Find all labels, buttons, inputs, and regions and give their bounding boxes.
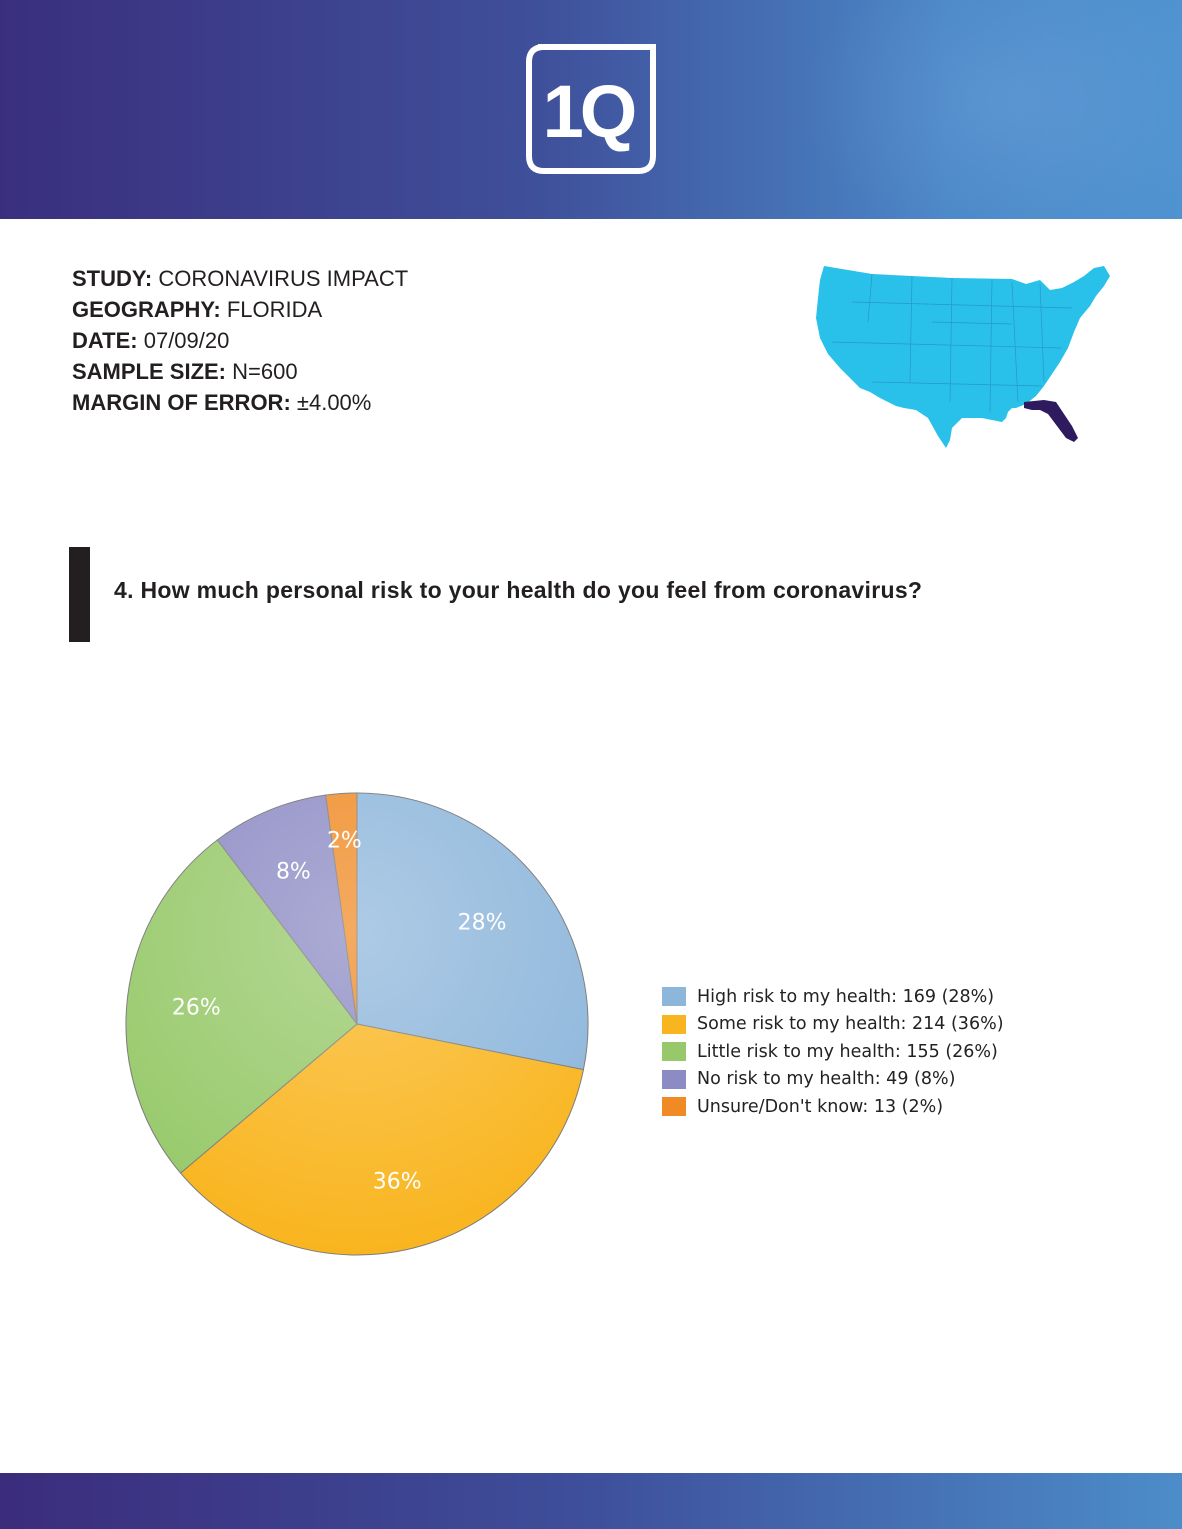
study-info-key: MARGIN OF ERROR: [72,390,291,415]
study-info-row: MARGIN OF ERROR: ±4.00% [72,387,632,418]
florida-shape [1024,400,1078,442]
legend-label: No risk to my health: 49 (8%) [697,1069,956,1090]
logo: 1Q [526,44,656,174]
us-map-shape [816,266,1110,448]
header-banner: 1Q [0,0,1182,219]
legend-label: High risk to my health: 169 (28%) [697,986,995,1007]
legend-swatch [662,1097,686,1117]
question-accent-bar [69,547,90,642]
legend-label: Unsure/Don't know: 13 (2%) [697,1096,944,1117]
study-info-key: GEOGRAPHY: [72,297,221,322]
legend-swatch [662,1014,686,1034]
legend-item: Some risk to my health: 214 (36%) [662,1011,1082,1039]
footer-banner [0,1473,1182,1529]
pie-slice-label: 28% [458,911,507,936]
study-info-key: DATE: [72,328,138,353]
us-map-grid [831,273,1073,413]
header-glow [802,0,1182,219]
pie-slice-label: 2% [327,829,362,854]
study-info-row: SAMPLE SIZE: N=600 [72,356,632,387]
study-info-value: FLORIDA [226,297,323,322]
pie-slice-label: 36% [373,1170,422,1195]
study-info-key: SAMPLE SIZE: [72,359,227,384]
legend-swatch [662,987,686,1007]
study-info: STUDY: CORONAVIRUS IMPACT GEOGRAPHY: FLOR… [72,263,632,418]
study-info-row: DATE: 07/09/20 [72,325,632,356]
study-info-value: ±4.00% [296,390,372,415]
legend-item: Unsure/Don't know: 13 (2%) [662,1093,1082,1121]
study-info-key: STUDY: [72,266,153,291]
pie-slice-label: 8% [276,859,311,884]
study-info-row: GEOGRAPHY: FLORIDA [72,294,632,325]
study-info-value: 07/09/20 [143,328,230,353]
legend-item: No risk to my health: 49 (8%) [662,1066,1082,1094]
chart-legend: High risk to my health: 169 (28%) Some ri… [662,983,1082,1121]
legend-swatch [662,1042,686,1062]
legend-swatch [662,1069,686,1089]
legend-item: Little risk to my health: 155 (26%) [662,1038,1082,1066]
us-map [816,266,1110,448]
logo-text: 1Q [543,70,635,153]
pie-slice-label: 26% [172,995,221,1020]
study-info-value: CORONAVIRUS IMPACT [158,266,409,291]
question-text: 4. How much personal risk to your health… [114,577,923,603]
legend-item: High risk to my health: 169 (28%) [662,983,1082,1011]
legend-label: Little risk to my health: 155 (26%) [697,1041,998,1062]
pie-chart: 28% 36% 26% 8% 2% [125,792,589,1256]
study-info-value: N=600 [232,359,298,384]
study-info-row: STUDY: CORONAVIRUS IMPACT [72,263,632,294]
legend-label: Some risk to my health: 214 (36%) [697,1014,1004,1035]
